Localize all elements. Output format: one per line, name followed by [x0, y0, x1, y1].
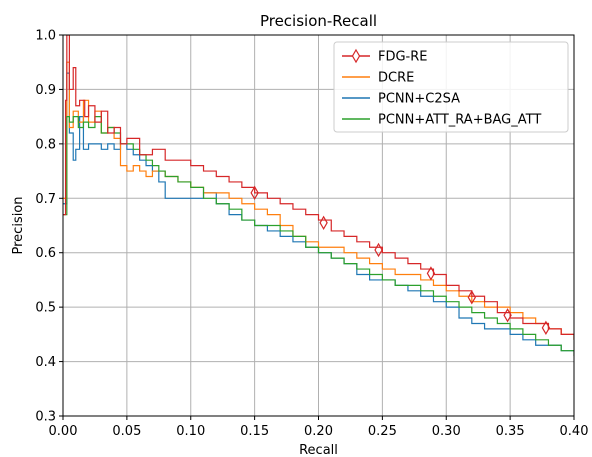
- x-tick-label: 0.40: [560, 424, 589, 439]
- x-tick-label: 0.00: [49, 424, 78, 439]
- series-layer: [63, 35, 574, 357]
- series-marker-fdg-re: [541, 320, 551, 336]
- legend-label-pcnn-att-ra-bag-att: PCNN+ATT_RA+BAG_ATT: [378, 113, 541, 128]
- y-tick-label: 0.4: [35, 355, 56, 370]
- x-axis-label: Recall: [299, 443, 338, 457]
- x-tick-label: 0.20: [304, 424, 333, 439]
- y-tick-label: 0.7: [35, 192, 56, 207]
- series-marker-fdg-re: [426, 266, 436, 281]
- y-tick-label: 0.9: [35, 83, 56, 98]
- y-tick-label: 0.3: [35, 410, 56, 425]
- x-tick-label: 0.15: [240, 424, 269, 439]
- x-tick-label: 0.05: [112, 424, 141, 439]
- legend-label-dcre: DCRE: [378, 71, 414, 86]
- legend-label-fdg-re: FDG-RE: [378, 50, 428, 65]
- legend-box: [333, 41, 569, 133]
- series-marker-fdg-re: [374, 242, 383, 258]
- y-tick-label: 0.5: [35, 301, 56, 316]
- series-marker-fdg-re: [467, 290, 476, 305]
- x-tick-label: 0.35: [496, 424, 525, 439]
- series-line-pcnn-att-ra-bag-att: [63, 116, 574, 357]
- x-tick-label: 0.25: [368, 424, 397, 439]
- legend-marker-fdg-re: [351, 48, 361, 64]
- y-tick-label: 0.6: [35, 246, 56, 261]
- ticks: 0.00 0.05 0.10 0.15 0.20 0.25 0.30 0.35 0.40 0.3 0…: [35, 29, 588, 440]
- x-tick-label: 0.30: [432, 424, 461, 439]
- y-axis-label: Precision: [11, 196, 26, 254]
- series-marker-fdg-re: [250, 185, 259, 201]
- y-tick-label: 1.0: [35, 29, 56, 44]
- x-tick-label: 0.10: [176, 424, 205, 439]
- legend: FDG-RE DCRE PCNN+C2SA PCNN+ATT_RA+BAG_ATT: [333, 41, 569, 133]
- chart-title: Precision-Recall: [260, 12, 377, 30]
- legend-label-pcnn-c2sa: PCNN+C2SA: [378, 92, 460, 107]
- series-marker-fdg-re: [503, 308, 512, 323]
- series-marker-fdg-re: [319, 215, 328, 230]
- y-tick-label: 0.8: [35, 137, 56, 152]
